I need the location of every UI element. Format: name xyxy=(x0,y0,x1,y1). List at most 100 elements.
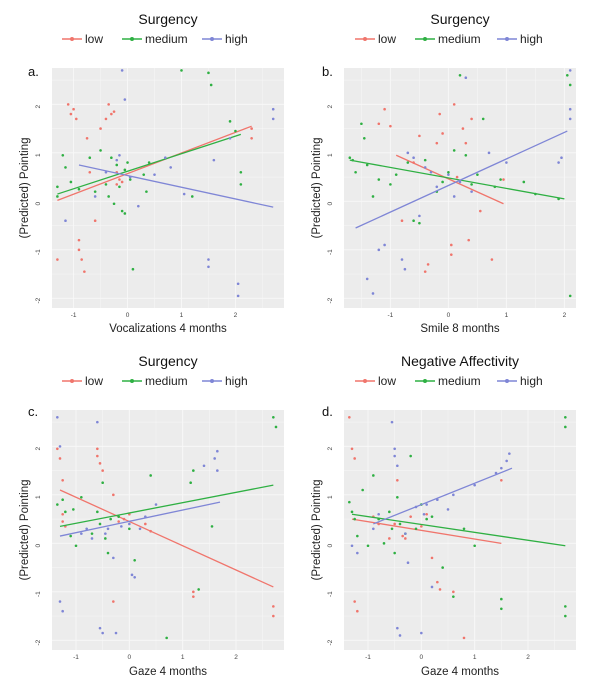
x-tick-label: 1 xyxy=(473,654,477,661)
data-point-high xyxy=(90,537,94,540)
data-point-high xyxy=(128,522,131,526)
data-point-medium xyxy=(209,83,213,87)
data-point-medium xyxy=(56,185,59,189)
data-point-low xyxy=(430,556,434,560)
data-point-low xyxy=(383,107,386,111)
series-low xyxy=(377,103,505,273)
x-tick-label: 1 xyxy=(181,654,185,661)
series-medium xyxy=(56,69,243,271)
data-point-high xyxy=(164,156,167,159)
data-point-high xyxy=(470,190,473,193)
y-axis-label: (Predicted) Pointing xyxy=(311,138,323,239)
data-point-high xyxy=(464,76,468,79)
data-point-high xyxy=(372,527,375,531)
series-medium xyxy=(348,415,567,618)
data-point-medium xyxy=(149,474,152,477)
legend-dot-low xyxy=(363,37,367,41)
legend-dot-medium xyxy=(423,379,427,383)
data-point-high xyxy=(508,452,511,455)
x-axis-label: Gaze 4 months xyxy=(129,666,207,678)
data-point-high xyxy=(356,551,359,555)
data-point-low xyxy=(441,132,444,135)
legend-label-high: high xyxy=(225,32,248,46)
data-point-high xyxy=(213,457,216,460)
data-point-low xyxy=(104,117,108,121)
data-point-high xyxy=(182,192,186,196)
data-point-high xyxy=(106,527,110,531)
data-point-medium xyxy=(128,527,131,531)
panel-title: Surgency xyxy=(430,11,489,27)
y-tick-label: 1 xyxy=(327,153,334,157)
data-point-low xyxy=(99,127,102,130)
data-point-high xyxy=(422,512,426,516)
legend-dot-medium xyxy=(130,37,134,41)
panel-letter: c. xyxy=(28,404,38,419)
data-point-medium xyxy=(360,122,363,126)
data-point-low xyxy=(112,600,115,603)
x-tick-label: -1 xyxy=(71,312,77,319)
data-point-high xyxy=(396,626,399,630)
data-point-medium xyxy=(64,510,67,514)
series-high xyxy=(350,420,513,637)
legend: low medium high xyxy=(62,374,248,388)
legend: low medium high xyxy=(355,32,543,46)
data-point-low xyxy=(404,537,407,540)
data-point-low xyxy=(423,270,427,273)
data-point-low xyxy=(144,522,147,526)
data-point-high xyxy=(236,282,240,286)
data-point-medium xyxy=(239,183,243,186)
data-point-medium xyxy=(112,202,116,206)
data-point-high xyxy=(393,454,396,458)
legend-label-high: high xyxy=(520,32,543,46)
data-point-medium xyxy=(69,534,72,538)
x-tick-label: 0 xyxy=(447,312,451,319)
data-point-low xyxy=(117,520,120,523)
legend-dot-high xyxy=(210,37,214,41)
data-point-low xyxy=(490,258,494,261)
data-point-high xyxy=(216,469,219,472)
data-point-low xyxy=(350,447,354,451)
data-point-medium xyxy=(353,517,356,521)
fit-line-low xyxy=(57,125,252,201)
data-point-high xyxy=(377,512,380,516)
data-point-medium xyxy=(109,517,112,521)
data-point-low xyxy=(418,134,421,138)
data-point-high xyxy=(98,626,102,630)
data-point-medium xyxy=(568,83,572,87)
data-point-medium xyxy=(234,129,237,133)
panel-title: Surgency xyxy=(138,11,197,27)
panel-c: Surgency low medium high -1 0 1 2 -2 -1 0 1 2 c. Gaze … xyxy=(19,353,284,678)
data-point-high xyxy=(112,556,115,560)
data-point-medium xyxy=(458,73,462,77)
data-point-medium xyxy=(61,498,64,501)
data-point-medium xyxy=(462,527,466,531)
panel-letter: b. xyxy=(322,64,333,79)
data-point-high xyxy=(406,561,410,565)
data-point-high xyxy=(487,151,491,155)
data-point-low xyxy=(120,180,124,184)
data-point-low xyxy=(107,103,110,106)
data-point-low xyxy=(500,479,503,482)
data-point-medium xyxy=(77,187,81,191)
grid xyxy=(344,68,576,308)
data-point-medium xyxy=(123,168,127,172)
data-point-medium xyxy=(371,195,375,198)
y-tick-label: 0 xyxy=(327,201,334,205)
legend-label-medium: medium xyxy=(145,32,188,46)
data-point-high xyxy=(236,294,240,298)
panel-a: Surgency low medium high -1 0 1 2 -2 -1 0 1 2 a. Vocal… xyxy=(19,11,284,335)
x-tick-label: 2 xyxy=(234,312,238,319)
data-point-medium xyxy=(406,161,410,164)
x-tick-label: -1 xyxy=(388,312,394,319)
data-point-high xyxy=(383,243,386,247)
data-point-medium xyxy=(350,510,354,514)
data-point-medium xyxy=(566,73,569,77)
data-point-low xyxy=(467,238,471,242)
data-point-low xyxy=(348,415,351,419)
x-tick-label: -1 xyxy=(365,654,371,661)
panel-title: Negative Affectivity xyxy=(401,353,519,369)
data-point-low xyxy=(353,600,356,603)
data-point-high xyxy=(452,493,455,497)
data-point-medium xyxy=(365,163,369,167)
data-point-low xyxy=(356,609,359,613)
